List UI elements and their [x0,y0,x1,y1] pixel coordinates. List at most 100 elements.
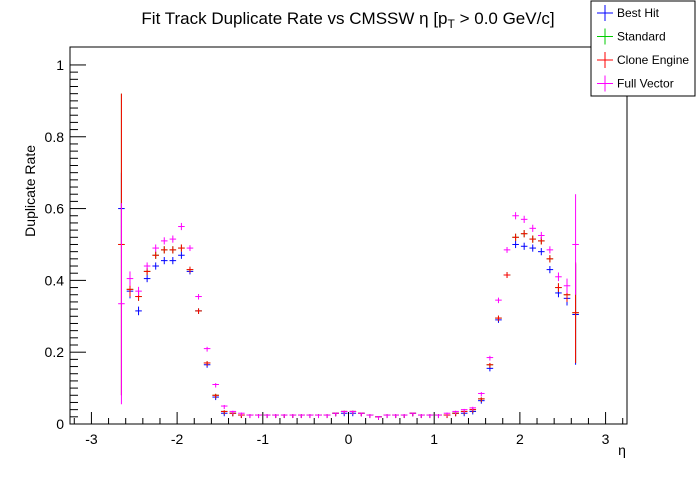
data-point [563,278,571,293]
data-point [400,414,408,419]
data-point [486,362,494,368]
x-axis: -3 -2 -1 0 1 2 3 [73,412,624,447]
data-point [255,414,262,419]
data-point [272,414,279,419]
data-point [418,414,425,419]
data-point [280,414,288,419]
data-point [546,266,554,274]
data-point [349,410,357,415]
data-point [503,246,511,253]
data-point [160,246,168,254]
data-point [135,286,142,296]
data-point [178,222,185,231]
data-point [195,294,202,300]
chart-title-suffix: > 0.0 GeV/c] [455,9,555,28]
data-point [572,194,579,295]
data-point [546,255,554,263]
data-point [169,235,177,243]
data-point [486,355,494,361]
legend-label: Full Vector [617,77,674,91]
data-point [512,233,519,241]
legend-label: Best Hit [617,6,660,20]
legend-entry: Full Vector [597,75,674,92]
data-point [212,383,219,388]
data-point [220,410,228,415]
data-point [203,361,211,366]
data-point [229,410,237,415]
x-axis-label: η [618,442,626,458]
data-point [555,283,562,292]
series-full-vector [118,194,579,420]
x-tick-label: 3 [602,431,610,447]
data-point [169,257,177,265]
data-point [366,414,374,419]
data-point [520,242,528,250]
data-point [555,272,562,282]
data-point [443,412,451,417]
legend-entry: Clone Engine [597,52,689,68]
data-point [383,414,391,419]
data-point [203,346,211,352]
legend: Best Hit Standard Clone Engine Full Vector [590,0,696,97]
x-tick-label: -3 [85,431,98,447]
data-point [409,412,417,417]
data-point [495,315,502,322]
data-point [143,262,151,270]
legend-entry: Best Hit [597,5,660,21]
y-tick-label: 0 [56,416,64,432]
data-point [186,266,194,273]
y-axis: 0 0.2 0.4 0.6 0.8 1 [45,57,86,432]
x-tick-label: -1 [257,431,270,447]
data-point [220,404,228,410]
data-point [435,414,442,419]
chart-title-prefix: Fit Track Duplicate Rate vs CMSSW η [p [141,9,447,28]
data-point [169,246,177,254]
data-point [298,414,305,419]
data-point [178,244,185,252]
data-point [375,416,382,420]
legend-label: Clone Engine [617,53,689,67]
data-point [212,393,219,399]
data-point [186,245,194,252]
y-axis-label: Duplicate Rate [22,145,38,237]
x-tick-label: 1 [430,431,438,447]
data-point [178,251,185,259]
chart-title: Fit Track Duplicate Rate vs CMSSW η [pT … [141,9,554,31]
data-point [546,246,554,254]
data-point [426,414,434,419]
data-point [126,271,134,286]
data-point [503,272,511,278]
y-tick-label: 0.6 [45,201,65,217]
data-point [538,248,545,256]
series-standard [118,93,579,420]
data-point [469,406,477,411]
data-point [263,414,271,419]
data-point [520,230,528,238]
data-point [392,414,399,419]
data-point [512,240,519,249]
data-point [195,308,202,314]
data-point [152,262,159,270]
y-tick-label: 1 [56,57,64,73]
data-point [520,215,528,223]
series-best-hit [118,172,579,420]
data-point [332,412,339,417]
legend-entry: Standard [597,28,666,45]
data-markers [118,93,579,420]
chart-title-subscript: T [448,17,456,31]
x-tick-label: -2 [171,431,184,447]
data-point [358,412,365,417]
data-point [315,414,322,419]
data-point [323,414,331,419]
data-point [118,203,125,405]
data-point [452,410,459,415]
data-point [478,392,485,397]
data-point [495,297,502,304]
x-tick-label: 0 [345,431,353,447]
series-clone-engine [118,93,579,420]
data-point [152,244,159,252]
legend-box [590,0,696,97]
x-tick-label: 2 [516,431,524,447]
data-point [160,257,168,265]
y-tick-label: 0.4 [45,272,65,288]
